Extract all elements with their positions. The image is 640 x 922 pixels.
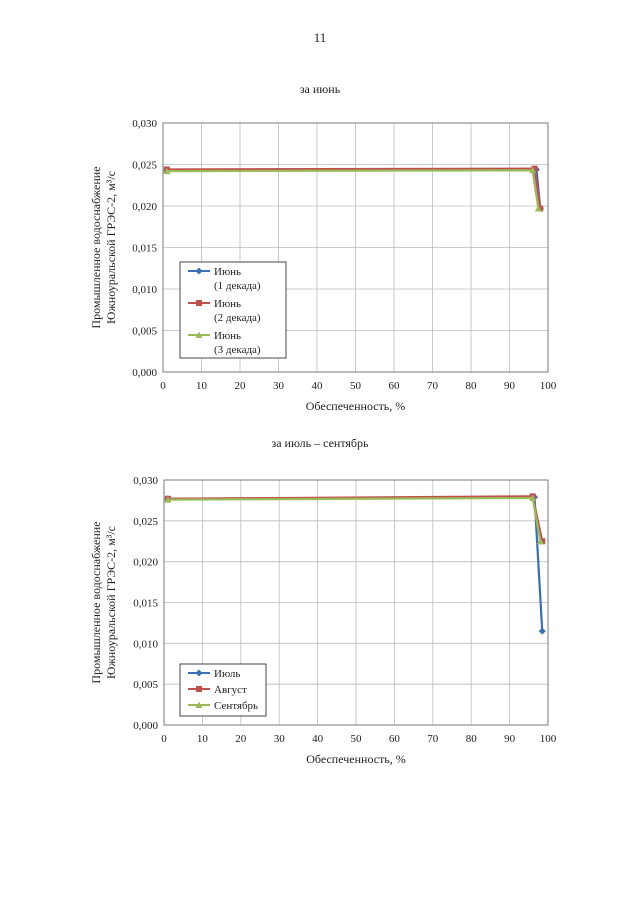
x-tick-label: 0 xyxy=(160,380,166,392)
legend-item-1: Июнь (1 декада) xyxy=(188,266,261,292)
x-tick-label: 30 xyxy=(274,733,286,745)
legend-label: (3 декада) xyxy=(214,344,261,356)
y-tick-label: 0,020 xyxy=(132,201,157,213)
x-tick-label: 90 xyxy=(504,733,516,745)
x-tick-label: 50 xyxy=(351,733,363,745)
x-tick-label: 40 xyxy=(312,380,324,392)
chart-title-july-september: за июль – сентябрь xyxy=(271,436,369,450)
y-tick-label: 0,005 xyxy=(133,679,158,691)
x-tick-label: 50 xyxy=(350,380,362,392)
series-3 xyxy=(163,166,542,212)
x-tick-label: 70 xyxy=(427,380,439,392)
y-tick-label: 0,005 xyxy=(132,326,157,338)
legend-box xyxy=(179,261,287,359)
chart-june: 0 10 20 30 40 50 60 70 80 90 100 0,000 0,005 0,010 0,0… xyxy=(89,118,557,413)
x-tick-label: 90 xyxy=(504,380,516,392)
legend-marker xyxy=(195,701,203,708)
legend-marker xyxy=(196,686,202,692)
legend-item-2: Июнь (2 декада) xyxy=(188,298,261,324)
data-point xyxy=(539,538,546,545)
legend-label: Июль xyxy=(214,668,240,680)
x-tick-label: 20 xyxy=(235,380,247,392)
legend-item-3: Сентябрь xyxy=(188,700,258,712)
y-tick-label: 0,025 xyxy=(133,516,158,528)
plot-border xyxy=(162,122,549,373)
legend-item-2: Август xyxy=(188,684,247,696)
y-tick-label: 0,010 xyxy=(132,284,157,296)
legend-label: Июнь xyxy=(214,330,241,342)
y-tick-label: 0,020 xyxy=(133,557,158,569)
legend-label: Июнь xyxy=(214,266,241,278)
x-tick-label: 70 xyxy=(427,733,439,745)
x-tick-label: 10 xyxy=(197,733,209,745)
legend-label: Июнь xyxy=(214,298,241,310)
legend-marker xyxy=(195,331,203,338)
legend: Июль Август Сентябрь xyxy=(179,663,267,717)
series-3 xyxy=(164,494,544,545)
x-axis-label: Обеспеченность, % xyxy=(306,399,406,413)
legend-item-3: Июнь (3 декада) xyxy=(188,330,261,356)
y-tick-label: 0,010 xyxy=(133,638,158,650)
y-tick-label: 0,015 xyxy=(132,243,157,255)
x-tick-label: 100 xyxy=(540,733,557,745)
x-tick-label: 80 xyxy=(466,380,478,392)
y-axis-label: Южноуральской ГРЭС-2, м³/с xyxy=(104,171,118,324)
y-tick-label: 0,000 xyxy=(133,720,158,732)
x-tick-label: 100 xyxy=(540,380,557,392)
data-point xyxy=(537,205,544,212)
chart-july-september: 0 10 20 30 40 50 60 70 80 90 100 0,000 0,005 0,010 0,0… xyxy=(89,475,557,766)
y-tick-label: 0,025 xyxy=(132,160,157,172)
data-point xyxy=(531,165,538,172)
plot-border xyxy=(163,479,549,726)
x-tick-label: 60 xyxy=(389,733,401,745)
y-tick-label: 0,030 xyxy=(133,475,158,487)
legend-marker xyxy=(195,669,203,677)
legend-label: (2 декада) xyxy=(214,312,261,324)
x-tick-label: 30 xyxy=(273,380,285,392)
legend-marker xyxy=(196,300,202,306)
y-axis-label: Промышленное водоснабжение xyxy=(89,521,103,683)
data-point xyxy=(534,204,542,212)
x-tick-label: 80 xyxy=(466,733,478,745)
page-number: 11 xyxy=(313,30,327,45)
legend-item-1: Июль xyxy=(188,668,240,680)
x-tick-label: 10 xyxy=(196,380,208,392)
data-point xyxy=(536,537,544,545)
x-tick-label: 0 xyxy=(161,733,167,745)
y-axis-label: Южноуральской ГРЭС-2, м³/с xyxy=(104,526,118,679)
legend-label: (1 декада) xyxy=(214,280,261,292)
x-tick-label: 20 xyxy=(235,733,247,745)
data-point xyxy=(163,167,171,175)
legend-marker xyxy=(195,267,203,275)
data-point xyxy=(529,166,537,174)
y-tick-label: 0,000 xyxy=(132,367,157,379)
chart-title-june: за июнь xyxy=(299,82,341,96)
y-axis-label: Промышленное водоснабжение xyxy=(89,166,103,328)
x-axis-label: Обеспеченность, % xyxy=(306,752,406,766)
x-tick-label: 40 xyxy=(312,733,324,745)
legend: Июнь (1 декада) Июнь (2 декада) Июнь (3 декад… xyxy=(179,261,287,359)
x-tick-label: 60 xyxy=(389,380,401,392)
data-point xyxy=(538,627,546,635)
data-point xyxy=(164,496,172,503)
legend-label: Август xyxy=(214,684,247,696)
legend-label: Сентябрь xyxy=(214,700,258,712)
data-point xyxy=(529,494,537,501)
y-tick-label: 0,030 xyxy=(132,118,157,130)
y-tick-label: 0,015 xyxy=(133,598,158,610)
